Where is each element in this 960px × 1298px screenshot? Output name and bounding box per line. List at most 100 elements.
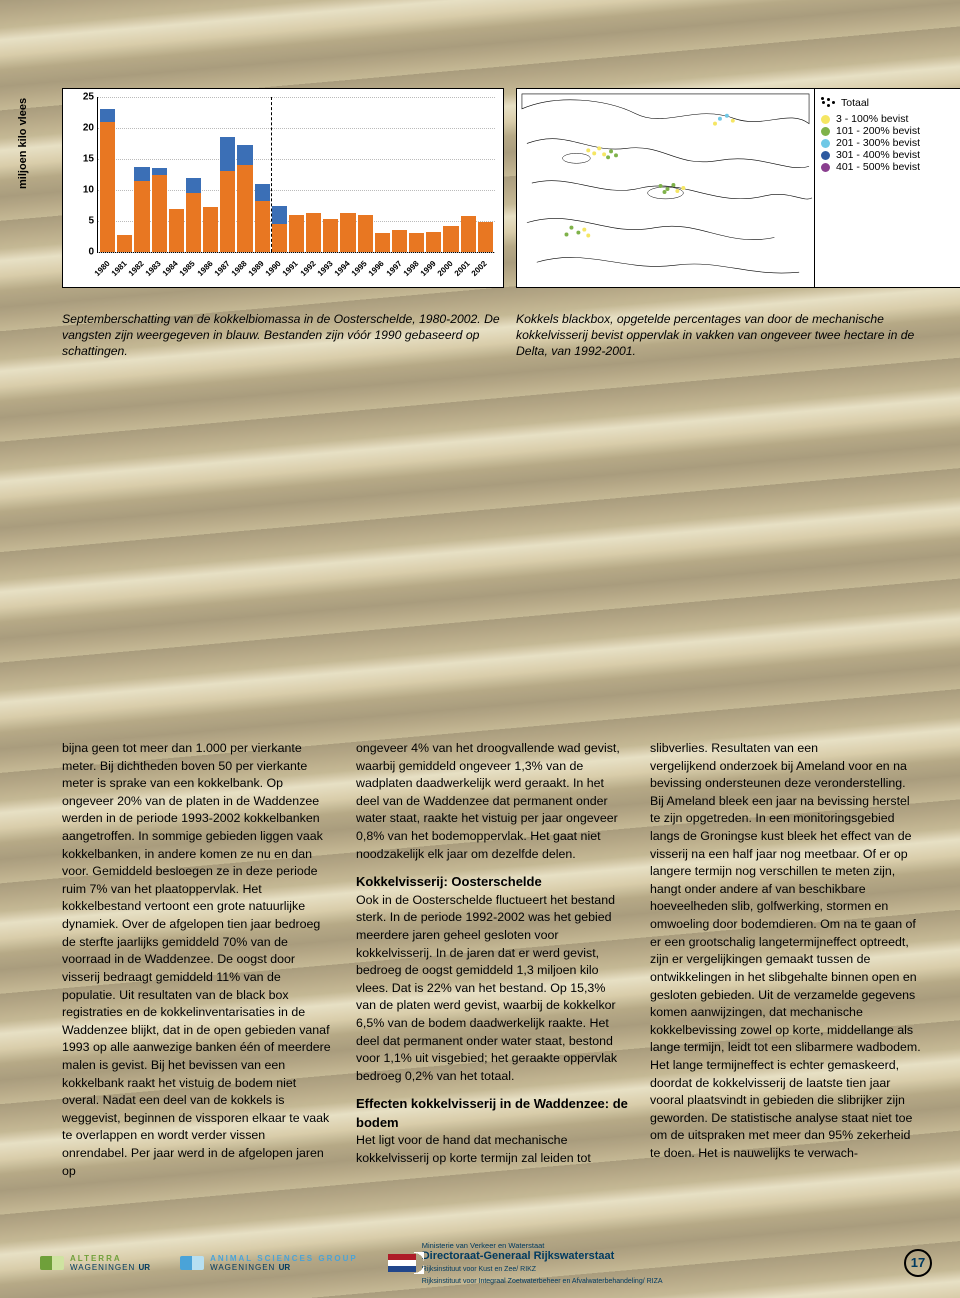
chart-bar: 1982 <box>134 97 149 252</box>
chart-bar: 1991 <box>289 97 304 252</box>
chart-xtick: 1981 <box>109 259 128 278</box>
chart-xtick: 1988 <box>230 259 249 278</box>
logo-alterra: ALTERRA WAGENINGEN UR <box>40 1254 150 1272</box>
map-legend: Totaal 3 - 100% bevist101 - 200% bevist2… <box>814 89 960 287</box>
chart-bar: 1995 <box>358 97 373 252</box>
article-heading: Kokkelvisserij: Oosterschelde <box>356 873 628 891</box>
chart-xtick: 1987 <box>213 259 232 278</box>
chart-gridline <box>98 252 495 253</box>
chart-bar: 1999 <box>426 97 441 252</box>
article-heading: Effecten kokkelvisserij in de Waddenzee:… <box>356 1095 628 1132</box>
chart-bar: 1993 <box>323 97 338 252</box>
chart-xtick: 1990 <box>264 259 283 278</box>
legend-label: 301 - 400% bevist <box>836 149 920 161</box>
chart-xtick: 2002 <box>470 259 489 278</box>
legend-row: 401 - 500% bevist <box>821 161 958 173</box>
rws-sub1: Rijksinstituut voor Kust en Zee/ RIKZ <box>422 1266 536 1273</box>
legend-swatch-icon <box>821 115 830 124</box>
article-p: vergelijkend onderzoek bij Ameland voor … <box>650 758 922 1163</box>
legend-label: 401 - 500% bevist <box>836 161 920 173</box>
chart-xtick: 1980 <box>92 259 111 278</box>
rws-sub2: Rijksinstituut voor Integraal Zoetwaterb… <box>422 1278 663 1285</box>
chart-xtick: 2000 <box>436 259 455 278</box>
legend-swatch-icon <box>821 163 830 172</box>
legend-swatch-icon <box>821 151 830 160</box>
legend-row: 101 - 200% bevist <box>821 125 958 137</box>
nl-flag-icon <box>388 1254 416 1272</box>
chart-bar: 1997 <box>392 97 407 252</box>
figure-row: miljoen kilo vlees 0510152025 1980198119… <box>62 88 942 288</box>
legend-title: Totaal <box>841 97 869 109</box>
chart-caption: Septemberschatting van de kokkelbiomassa… <box>62 312 504 360</box>
chart-bar: 1986 <box>203 97 218 252</box>
chart-xtick: 1996 <box>367 259 386 278</box>
chart-xtick: 1985 <box>178 259 197 278</box>
chart-ytick: 20 <box>74 123 94 134</box>
article-p: ongeveer 4% van het droogvallende wad ge… <box>356 740 628 863</box>
logo-rijkswaterstaat: Ministerie van Verkeer en Waterstaat Dir… <box>388 1240 663 1286</box>
chart-ytick: 25 <box>74 92 94 103</box>
chart-bar: 1987 <box>220 97 235 252</box>
chart-xtick: 1983 <box>144 259 163 278</box>
chart-bar: 1988 <box>237 97 252 252</box>
bar-chart-panel: miljoen kilo vlees 0510152025 1980198119… <box>62 88 504 288</box>
chart-bar: 1998 <box>409 97 424 252</box>
legend-swatch-icon <box>821 127 830 136</box>
article-body: bijna geen tot meer dan 1.000 per vierka… <box>62 740 922 1180</box>
legend-label: 101 - 200% bevist <box>836 125 920 137</box>
chart-bar: 1994 <box>340 97 355 252</box>
chart-xtick: 1989 <box>247 259 266 278</box>
chart-xtick: 1995 <box>350 259 369 278</box>
chart-xtick: 1998 <box>401 259 420 278</box>
alterra-icon <box>40 1256 64 1270</box>
asg-label: ANIMAL SCIENCES GROUP <box>210 1254 358 1263</box>
rws-label: Directoraat-Generaal Rijkswaterstaat <box>422 1250 615 1262</box>
chart-bar: 1992 <box>306 97 321 252</box>
ministry-label: Ministerie van Verkeer en Waterstaat <box>422 1241 545 1250</box>
wur-label: WAGENINGEN <box>70 1263 135 1272</box>
chart-xtick: 1986 <box>195 259 214 278</box>
chart-xtick: 1984 <box>161 259 180 278</box>
page-footer: ALTERRA WAGENINGEN UR ANIMAL SCIENCES GR… <box>40 1240 932 1286</box>
asg-icon <box>180 1256 204 1270</box>
legend-row: 201 - 300% bevist <box>821 137 958 149</box>
chart-bar: 1984 <box>169 97 184 252</box>
logo-asg: ANIMAL SCIENCES GROUP WAGENINGEN UR <box>180 1254 358 1272</box>
chart-xtick: 1991 <box>281 259 300 278</box>
article-p: bijna geen tot meer dan 1.000 per vierka… <box>62 740 334 1180</box>
chart-bar: 1996 <box>375 97 390 252</box>
chart-phase-divider <box>271 97 272 252</box>
legend-swatch-icon <box>821 139 830 148</box>
chart-xtick: 1982 <box>127 259 146 278</box>
chart-bar: 1981 <box>117 97 132 252</box>
page-number: 17 <box>904 1249 932 1277</box>
delta-map <box>517 89 814 287</box>
chart-xtick: 1997 <box>384 259 403 278</box>
chart-xtick: 1993 <box>316 259 335 278</box>
map-caption: Kokkels blackbox, opgetelde percentages … <box>516 312 942 360</box>
chart-bar: 1980 <box>100 97 115 252</box>
chart-ytick: 0 <box>74 247 94 258</box>
chart-ytick: 15 <box>74 154 94 165</box>
captions-row: Septemberschatting van de kokkelbiomassa… <box>62 300 942 360</box>
legend-row: 3 - 100% bevist <box>821 113 958 125</box>
chart-bar: 1985 <box>186 97 201 252</box>
chart-bar: 1983 <box>152 97 167 252</box>
chart-xtick: 1999 <box>419 259 438 278</box>
chart-plot-area: 0510152025 19801981198219831984198519861… <box>97 97 495 253</box>
chart-bar: 2002 <box>478 97 493 252</box>
chart-bar: 1990 <box>272 97 287 252</box>
legend-row-total: Totaal <box>821 97 958 109</box>
legend-total-icon <box>821 97 835 109</box>
legend-label: 3 - 100% bevist <box>836 113 908 125</box>
chart-ytick: 10 <box>74 185 94 196</box>
map-panel: Totaal 3 - 100% bevist101 - 200% bevist2… <box>516 88 960 288</box>
legend-row: 301 - 400% bevist <box>821 149 958 161</box>
chart-xtick: 1994 <box>333 259 352 278</box>
chart-bar: 2000 <box>443 97 458 252</box>
chart-ylabel: miljoen kilo vlees <box>17 98 29 189</box>
article-p: Ook in de Oosterschelde fluctueert het b… <box>356 892 628 1086</box>
chart-xtick: 2001 <box>453 259 472 278</box>
chart-ytick: 5 <box>74 216 94 227</box>
legend-label: 201 - 300% bevist <box>836 137 920 149</box>
